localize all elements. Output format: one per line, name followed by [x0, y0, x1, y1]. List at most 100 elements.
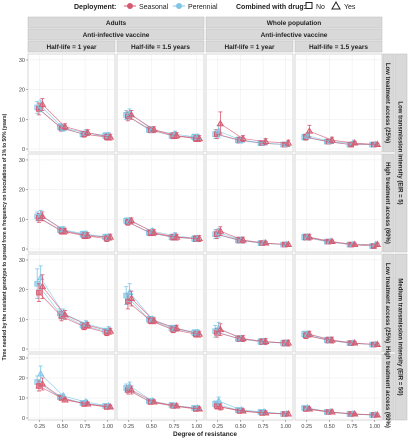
series-line	[40, 105, 109, 137]
x-tick-label: 0.25	[301, 424, 312, 430]
series-line	[36, 283, 106, 332]
y-tick-label: 10	[19, 217, 25, 223]
point-triangle	[328, 237, 336, 245]
series-line	[131, 220, 200, 239]
series-line	[127, 301, 196, 335]
series-line	[220, 123, 289, 144]
legend-seasonal-key	[124, 3, 136, 9]
point-triangle	[350, 240, 359, 248]
panel-r0-c3	[294, 53, 383, 153]
x-tick-label: 0.25	[123, 424, 134, 430]
x-tick-label: 0.50	[146, 424, 157, 430]
series-line	[309, 130, 378, 145]
series-line	[38, 108, 107, 138]
point-triangle	[216, 119, 225, 127]
legend-square-icon	[305, 2, 313, 9]
series-line	[309, 408, 378, 416]
y-tick-label: 0	[22, 247, 25, 253]
label-row4-treatment: High treatment access (60%)	[384, 346, 390, 428]
header-halflife-col2: Half-life = 1.5 years	[131, 44, 190, 51]
point-triangle	[214, 396, 223, 404]
panel-r0-c1	[116, 53, 205, 153]
point-triangle	[127, 110, 136, 118]
x-tick-label: 0.50	[57, 424, 68, 430]
series-line	[42, 104, 111, 138]
header-halflife-col3: Half-life = 1 year	[224, 44, 275, 51]
header-vaccine-adults: Anti-infective vaccine	[83, 32, 150, 39]
strip-row4-treatment	[382, 353, 395, 421]
panel-r2-c1	[116, 253, 205, 353]
strip-row2-treatment	[382, 153, 395, 253]
series-line	[38, 385, 107, 408]
point-triangle	[83, 231, 92, 239]
point-triangle	[373, 340, 382, 348]
y-tick-label: 0	[22, 416, 25, 422]
series-line	[218, 400, 287, 415]
point-triangle	[350, 138, 359, 146]
y-tick-label: 30	[19, 58, 25, 64]
point-triangle	[106, 402, 115, 410]
label-medium-transmission: Medium transmission intensity (EIR = 50)	[397, 278, 403, 395]
point-triangle	[328, 407, 336, 415]
header-halflife-col1: Half-life = 1 year	[46, 44, 97, 51]
point-triangle	[83, 399, 92, 407]
point-triangle	[373, 140, 382, 148]
point-triangle	[106, 327, 115, 334]
point-triangle	[36, 369, 45, 377]
point-triangle	[373, 240, 382, 248]
panel-r1-c2	[205, 153, 294, 253]
legend-perennial-key	[173, 3, 185, 9]
legend-no-label: No	[316, 4, 325, 11]
point-triangle	[38, 100, 47, 107]
header-whole-population: Whole population	[267, 20, 322, 27]
y-tick-label: 10	[19, 317, 25, 323]
series-line	[37, 216, 106, 238]
panel-r3-c2: 0.25 0.50 0.75 1.00	[205, 353, 294, 430]
point-triangle	[172, 324, 181, 331]
x-tick-label: 0.75	[169, 424, 180, 430]
x-axis-title: Degree of resistance	[173, 431, 237, 438]
panel-r3-c3: 0.25 0.50 0.75 1.00	[294, 353, 383, 430]
point-triangle	[216, 227, 225, 234]
series-line	[220, 329, 289, 344]
y-tick-label: 0	[22, 147, 25, 153]
panel-frame	[116, 53, 205, 153]
x-tick-label: 0.75	[80, 424, 91, 430]
point-triangle	[239, 236, 247, 243]
panel-r3-c0: 0 10 20 30 0.25 0.50 0.75 1.00	[19, 353, 116, 430]
point-square	[36, 289, 42, 296]
x-tick-label: 0.75	[258, 424, 269, 430]
legend-seasonal-label: Seasonal	[139, 4, 169, 11]
point-triangle	[261, 238, 270, 246]
point-triangle	[216, 402, 225, 410]
y-axis-title: Time needed by the resistant genotype to…	[2, 113, 8, 360]
series-line	[131, 298, 200, 335]
point-triangle	[350, 338, 359, 346]
series-line	[127, 389, 196, 410]
series-line	[220, 230, 289, 245]
point-triangle	[150, 125, 158, 133]
point-triangle	[127, 294, 136, 301]
strip-medium-transmission	[394, 253, 408, 421]
point-triangle	[239, 406, 247, 414]
y-tick-label: 20	[19, 376, 25, 382]
header-vaccine-whole: Anti-infective vaccine	[261, 32, 328, 39]
point-square	[123, 292, 129, 299]
point-triangle	[127, 216, 136, 224]
x-tick-label: 0.50	[324, 424, 335, 430]
series-line	[40, 277, 109, 331]
x-tick-label: 1.00	[369, 424, 380, 430]
header-halflife-col4: Half-life = 1.5 years	[309, 44, 368, 51]
point-triangle	[328, 336, 336, 343]
y-tick-label: 30	[19, 356, 25, 362]
series-line	[42, 383, 111, 408]
series-line	[38, 217, 107, 239]
x-tick-label: 0.50	[235, 424, 246, 430]
panel-r2-c2	[205, 253, 294, 353]
point-triangle	[38, 282, 47, 290]
point-triangle	[373, 410, 382, 418]
series-line	[218, 130, 287, 145]
series-line	[305, 136, 374, 145]
point-triangle	[195, 134, 204, 142]
